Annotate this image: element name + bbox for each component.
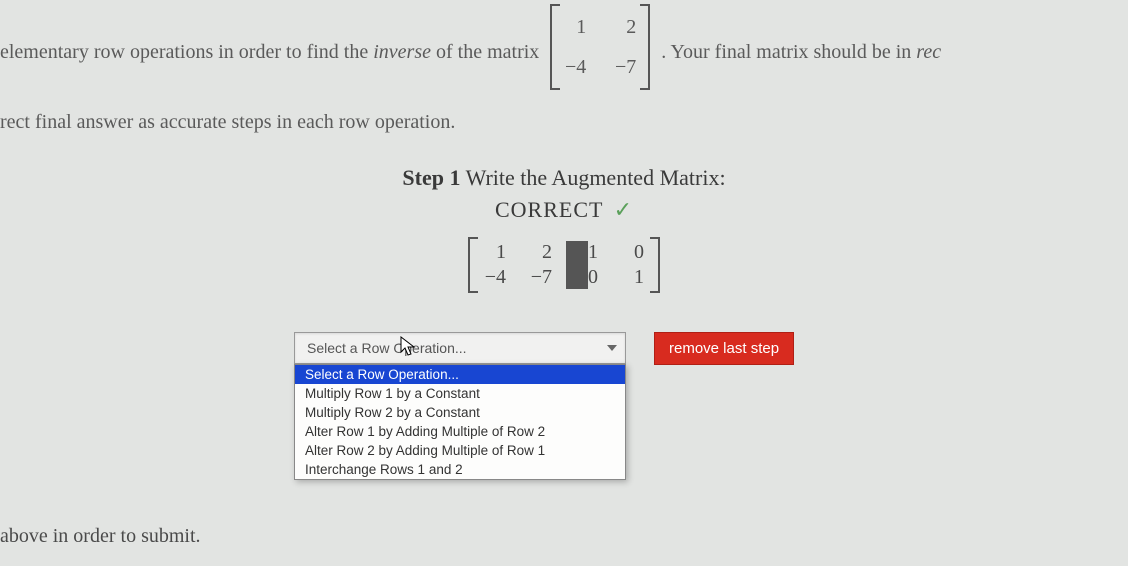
step-area: Step 1 Write the Augmented Matrix: CORRE… — [0, 165, 1128, 364]
matrix-cell: −4 — [484, 266, 506, 289]
step-label-bold: Step 1 — [402, 165, 460, 190]
check-icon: ✓ — [614, 197, 633, 222]
matrix-cell: −4 — [564, 48, 586, 86]
dropdown-option[interactable]: Alter Row 2 by Adding Multiple of Row 1 — [295, 441, 625, 460]
matrix-cell: 0 — [622, 241, 644, 264]
step-status: CORRECT ✓ — [0, 197, 1128, 223]
dropdown-option[interactable]: Interchange Rows 1 and 2 — [295, 460, 625, 479]
instr-part2: of the matrix — [431, 41, 539, 63]
remove-last-step-button[interactable]: remove last step — [654, 332, 794, 365]
instr-italic-inverse: inverse — [373, 41, 431, 63]
dropdown-option[interactable]: Multiply Row 2 by a Constant — [295, 403, 625, 422]
instr-italic-rec: rec — [916, 41, 941, 63]
augmented-matrix: 1210−4−701 — [468, 237, 660, 298]
matrix-cell: −7 — [530, 266, 552, 289]
instr-line2: rect final answer as accurate steps in e… — [0, 111, 455, 133]
select-placeholder: Select a Row Operation... — [307, 340, 467, 356]
matrix-cell: 1 — [622, 266, 644, 289]
matrix-cell: 2 — [614, 8, 636, 46]
row-operation-dropdown[interactable]: Select a Row Operation...Multiply Row 1 … — [294, 364, 626, 480]
chevron-down-icon — [607, 345, 617, 351]
instructions-block: elementary row operations in order to fi… — [0, 0, 1128, 155]
matrix-cell: 1 — [484, 241, 506, 264]
step-title: Step 1 Write the Augmented Matrix: — [0, 165, 1128, 191]
footer-text: above in order to submit. — [0, 525, 201, 548]
matrix-cell: 2 — [530, 241, 552, 264]
controls-row: Select a Row Operation... Select a Row O… — [294, 332, 834, 364]
matrix-cell: −7 — [614, 48, 636, 86]
dropdown-option[interactable]: Alter Row 1 by Adding Multiple of Row 2 — [295, 422, 625, 441]
dropdown-option[interactable]: Select a Row Operation... — [295, 365, 625, 384]
instr-part3: . Your final matrix should be in — [661, 41, 916, 63]
instr-part1: elementary row operations in order to fi… — [0, 41, 373, 63]
step-label-rest: Write the Augmented Matrix: — [460, 165, 725, 190]
problem-matrix: 12 −4 −7 — [550, 4, 650, 103]
dropdown-option[interactable]: Multiply Row 1 by a Constant — [295, 384, 625, 403]
status-text: CORRECT — [495, 197, 603, 222]
matrix-cell: 1 — [564, 8, 586, 46]
row-operation-select[interactable]: Select a Row Operation... — [294, 332, 626, 364]
